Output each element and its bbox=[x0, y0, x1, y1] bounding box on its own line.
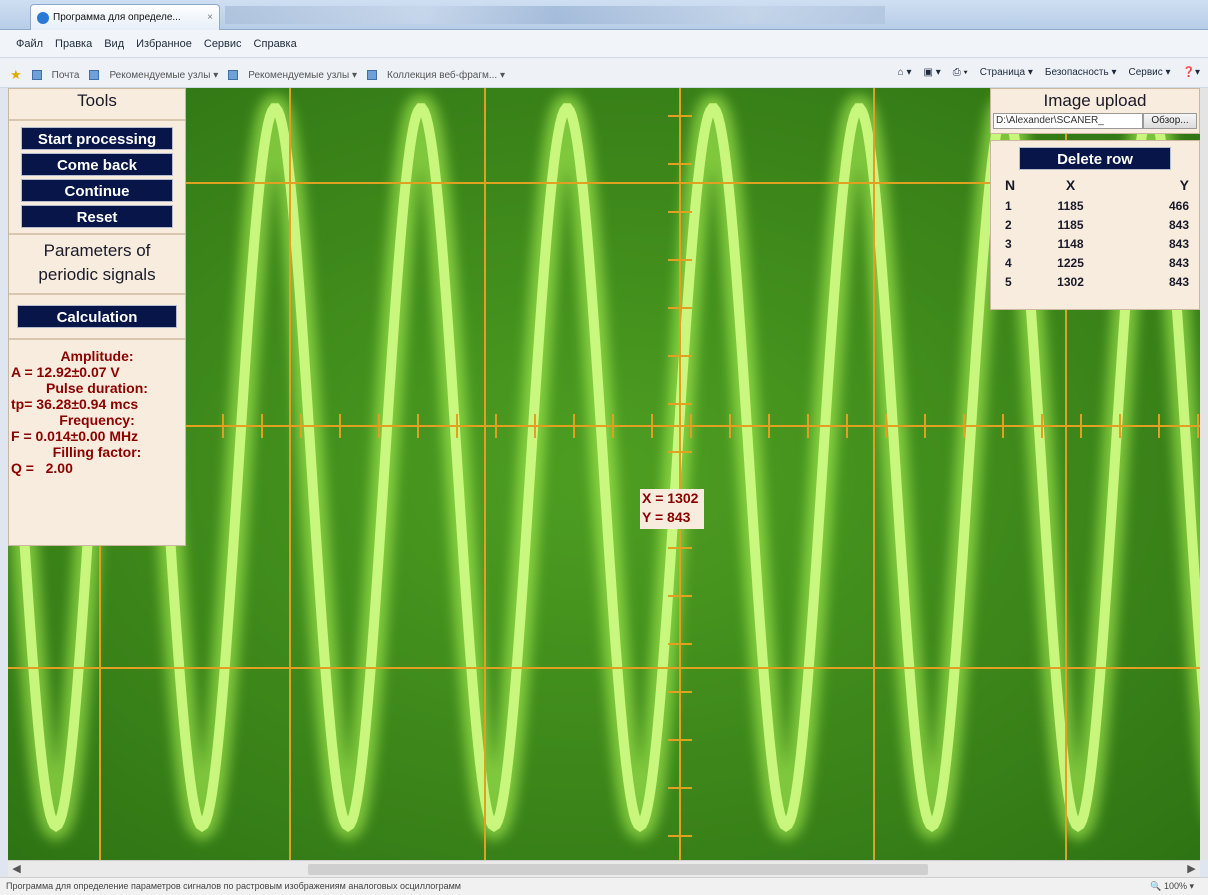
calculation-button[interactable]: Calculation bbox=[17, 305, 177, 328]
cell-x: 1185 bbox=[1057, 198, 1084, 213]
cell-n: 5 bbox=[1005, 274, 1012, 289]
cell-n: 1 bbox=[1005, 198, 1012, 213]
fav-mail[interactable]: Почта bbox=[51, 69, 80, 81]
params-title-line1: Parameters of bbox=[43, 241, 151, 260]
safety-menu[interactable]: Безопасность ▾ bbox=[1044, 67, 1117, 78]
divider bbox=[9, 119, 185, 121]
delete-row-button[interactable]: Delete row bbox=[1019, 147, 1171, 170]
menu-tools[interactable]: Сервис bbox=[203, 38, 242, 50]
image-upload-panel: Image upload D:\Alexander\SCANER_ Обзор.… bbox=[990, 88, 1200, 134]
start-processing-button[interactable]: Start processing bbox=[21, 127, 173, 150]
cell-y: 843 bbox=[1168, 255, 1189, 270]
amplitude-label: Amplitude: bbox=[60, 348, 134, 364]
divider bbox=[9, 338, 185, 340]
divider bbox=[9, 233, 185, 235]
home-icon[interactable]: ⌂ ▾ bbox=[897, 67, 912, 78]
table-row[interactable]: 3 1148 843 bbox=[991, 234, 1199, 253]
table-row[interactable]: 2 1185 843 bbox=[991, 215, 1199, 234]
status-bar: Программа для определение параметров сиг… bbox=[0, 877, 1208, 895]
print-icon[interactable]: ⎙ ▾ bbox=[952, 67, 968, 78]
cell-y: 843 bbox=[1168, 236, 1189, 251]
fav-suggested-1[interactable]: Рекомендуемые узлы ▾ bbox=[109, 69, 219, 81]
favorites-star-icon[interactable]: ★ bbox=[10, 67, 22, 82]
table-header-row: N X Y bbox=[991, 174, 1199, 196]
page-icon bbox=[367, 70, 377, 80]
pulse-duration-value: tp= 36.28±0.94 mcs bbox=[11, 396, 139, 412]
signal-trace bbox=[8, 95, 1200, 842]
fav-web-slices[interactable]: Коллекция веб-фрагм... ▾ bbox=[387, 69, 505, 81]
vertical-scrollbar[interactable] bbox=[1200, 88, 1208, 860]
cell-n: 2 bbox=[1005, 217, 1012, 232]
image-upload-title: Image upload bbox=[1043, 91, 1147, 110]
favorites-bar: ★ Почта Рекомендуемые узлы ▾ Рекомендуем… bbox=[0, 58, 1208, 88]
come-back-button[interactable]: Come back bbox=[21, 153, 173, 176]
page-menu[interactable]: Страница ▾ bbox=[979, 67, 1033, 78]
cell-x: 1148 bbox=[1057, 236, 1084, 251]
continue-button[interactable]: Continue bbox=[21, 179, 173, 202]
cell-n: 4 bbox=[1005, 255, 1012, 270]
page-icon bbox=[89, 70, 100, 80]
menu-help[interactable]: Справка bbox=[253, 38, 297, 50]
params-title-line2: periodic signals bbox=[38, 265, 156, 284]
table-row[interactable]: 4 1225 843 bbox=[991, 253, 1199, 272]
tab-bar: Программа для определе... × bbox=[0, 0, 1208, 30]
tab-title: Программа для определе... bbox=[53, 12, 181, 23]
scroll-right-icon[interactable]: ▶ bbox=[1187, 863, 1196, 875]
cursor-y: Y = 843 bbox=[642, 509, 691, 525]
params-title: Parameters of periodic signals bbox=[9, 239, 185, 287]
cell-y: 843 bbox=[1168, 274, 1189, 289]
page-icon bbox=[31, 70, 42, 80]
menu-view[interactable]: Вид bbox=[104, 38, 125, 50]
menu-file[interactable]: Файл bbox=[16, 38, 44, 50]
page-icon bbox=[228, 70, 239, 80]
tools-panel: Tools Start processing Come back Continu… bbox=[8, 88, 186, 546]
zoom-level[interactable]: 🔍 100% ▾ bbox=[1150, 881, 1194, 891]
ie-icon bbox=[37, 11, 49, 24]
header-n: N bbox=[1005, 177, 1016, 193]
browser-tab[interactable]: Программа для определе... × bbox=[30, 4, 220, 30]
reset-button[interactable]: Reset bbox=[21, 205, 173, 228]
browse-button[interactable]: Обзор... bbox=[1143, 113, 1197, 129]
fav-suggested-2[interactable]: Рекомендуемые узлы ▾ bbox=[248, 69, 357, 81]
tools-menu[interactable]: Сервис ▾ bbox=[1128, 67, 1171, 78]
status-text: Программа для определение параметров сиг… bbox=[6, 881, 461, 891]
table-row[interactable]: 5 1302 843 bbox=[991, 272, 1199, 291]
frequency-value: F = 0.014±0.00 MHz bbox=[11, 428, 139, 444]
scroll-left-icon[interactable]: ◀ bbox=[12, 863, 21, 875]
file-path-input[interactable]: D:\Alexander\SCANER_ bbox=[993, 113, 1143, 129]
header-x: X bbox=[1065, 177, 1076, 193]
cell-n: 3 bbox=[1005, 236, 1012, 251]
cursor-coordinates: X = 1302 Y = 843 bbox=[640, 489, 704, 529]
cell-y: 843 bbox=[1168, 217, 1189, 232]
filling-factor-value: Q = 2.00 bbox=[11, 460, 73, 476]
help-icon[interactable]: ❓▾ bbox=[1182, 67, 1200, 78]
tab-close-icon[interactable]: × bbox=[207, 12, 213, 23]
frequency-label: Frequency: bbox=[59, 412, 135, 428]
tools-title: Tools bbox=[77, 91, 117, 110]
trace-line bbox=[8, 103, 1200, 832]
header-y: Y bbox=[1179, 177, 1189, 193]
cell-x: 1185 bbox=[1057, 217, 1084, 232]
table-row[interactable]: 1 1185 466 bbox=[991, 196, 1199, 215]
menu-bar: Файл Правка Вид Избранное Сервис Справка bbox=[0, 30, 1208, 58]
tab-strip-blurred bbox=[225, 6, 885, 24]
horizontal-scrollbar[interactable]: ◀ ▶ bbox=[8, 860, 1200, 877]
menu-edit[interactable]: Правка bbox=[55, 38, 93, 50]
pulse-duration-label: Pulse duration: bbox=[46, 380, 148, 396]
amplitude-value: A = 12.92±0.07 V bbox=[11, 364, 120, 380]
cell-x: 1225 bbox=[1057, 255, 1084, 270]
cursor-x: X = 1302 bbox=[642, 490, 699, 506]
feeds-icon[interactable]: ▣ ▾ bbox=[923, 67, 941, 78]
menu-favorites[interactable]: Избранное bbox=[136, 38, 192, 50]
cell-x: 1302 bbox=[1057, 274, 1084, 289]
scroll-thumb[interactable] bbox=[308, 864, 928, 875]
zoom-value: 100% bbox=[1163, 881, 1187, 891]
filling-factor-label: Filling factor: bbox=[52, 444, 142, 460]
results-block: Amplitude: A = 12.92±0.07 V Pulse durati… bbox=[9, 348, 185, 476]
points-table: N X Y 1 1185 466 2 1185 843 3 1148 843 4 1225 84… bbox=[991, 174, 1199, 291]
points-table-panel: Delete row N X Y 1 1185 466 2 1185 843 3 1148… bbox=[990, 140, 1200, 310]
divider bbox=[9, 293, 185, 295]
cell-y: 466 bbox=[1168, 198, 1189, 213]
